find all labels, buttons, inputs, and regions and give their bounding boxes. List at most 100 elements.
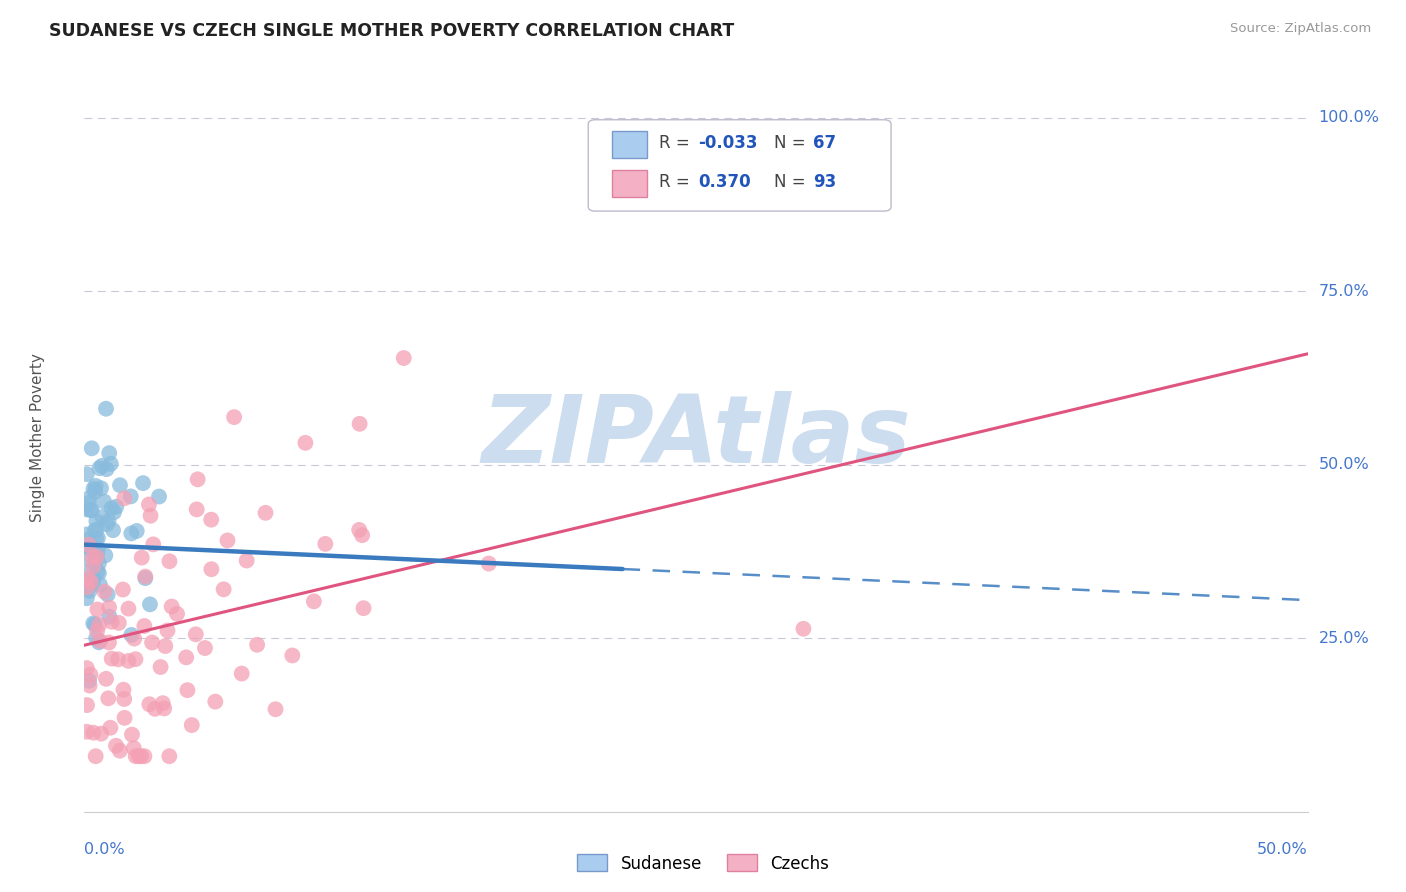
Text: Source: ZipAtlas.com: Source: ZipAtlas.com bbox=[1230, 22, 1371, 36]
Point bbox=[174, 650, 197, 665]
Point bbox=[87, 566, 110, 581]
Point bbox=[83, 524, 105, 538]
Text: 50.0%: 50.0% bbox=[1319, 458, 1369, 473]
Point bbox=[134, 749, 156, 764]
Point bbox=[125, 749, 148, 764]
Point bbox=[82, 550, 104, 565]
Point bbox=[76, 541, 98, 555]
Point bbox=[79, 541, 101, 556]
Point bbox=[100, 651, 122, 665]
Point bbox=[107, 652, 129, 666]
Point bbox=[187, 472, 209, 486]
Point bbox=[82, 540, 104, 554]
Point bbox=[478, 557, 501, 571]
Point bbox=[76, 467, 98, 482]
Point bbox=[120, 526, 142, 541]
Point bbox=[204, 695, 226, 709]
Point bbox=[86, 548, 108, 562]
Point bbox=[96, 462, 118, 476]
Point bbox=[77, 673, 100, 688]
Point bbox=[347, 523, 370, 537]
Point bbox=[86, 624, 108, 638]
Point bbox=[108, 744, 131, 758]
Point bbox=[101, 523, 124, 537]
Point bbox=[90, 481, 112, 495]
Point bbox=[87, 556, 110, 570]
Point bbox=[103, 505, 125, 519]
Point bbox=[108, 615, 131, 630]
Point bbox=[254, 506, 277, 520]
Text: N =: N = bbox=[773, 172, 811, 191]
Point bbox=[82, 725, 104, 739]
Point bbox=[80, 503, 103, 517]
Point bbox=[84, 532, 107, 546]
Point bbox=[235, 553, 257, 567]
Point bbox=[80, 574, 103, 589]
Point bbox=[89, 461, 111, 475]
Text: ZIPAtlas: ZIPAtlas bbox=[481, 391, 911, 483]
Text: 75.0%: 75.0% bbox=[1319, 284, 1369, 299]
Point bbox=[84, 484, 107, 499]
Point bbox=[84, 749, 107, 764]
Point bbox=[76, 581, 98, 595]
Point bbox=[80, 503, 103, 517]
Point bbox=[139, 598, 162, 612]
Point bbox=[97, 635, 120, 649]
Point bbox=[129, 749, 152, 764]
Point bbox=[100, 721, 122, 735]
Point bbox=[98, 446, 121, 460]
Point bbox=[138, 698, 160, 712]
Text: 93: 93 bbox=[813, 172, 837, 191]
Point bbox=[108, 478, 131, 492]
Point bbox=[353, 601, 375, 615]
Point bbox=[76, 527, 98, 541]
Point bbox=[111, 582, 134, 597]
Point bbox=[125, 524, 148, 538]
Point bbox=[231, 666, 253, 681]
Point bbox=[89, 577, 111, 591]
Point bbox=[117, 601, 139, 615]
Point bbox=[349, 417, 371, 431]
Point bbox=[134, 571, 156, 585]
Point bbox=[97, 587, 120, 601]
Point bbox=[84, 631, 107, 645]
Text: SUDANESE VS CZECH SINGLE MOTHER POVERTY CORRELATION CHART: SUDANESE VS CZECH SINGLE MOTHER POVERTY … bbox=[49, 22, 734, 40]
Point bbox=[352, 528, 374, 542]
Point bbox=[76, 661, 98, 675]
Point bbox=[100, 457, 122, 471]
Point bbox=[79, 583, 101, 598]
Point bbox=[194, 641, 217, 656]
Point bbox=[186, 502, 208, 516]
Point bbox=[105, 500, 128, 514]
Point bbox=[76, 571, 98, 585]
Point bbox=[86, 602, 108, 616]
Point bbox=[131, 550, 153, 565]
Point bbox=[217, 533, 239, 548]
Point bbox=[76, 724, 98, 739]
Point bbox=[76, 533, 98, 548]
Point bbox=[112, 682, 135, 697]
Point bbox=[122, 632, 145, 646]
Text: 25.0%: 25.0% bbox=[1319, 631, 1369, 646]
Text: R =: R = bbox=[658, 134, 695, 152]
Point bbox=[79, 679, 101, 693]
Text: N =: N = bbox=[773, 134, 811, 152]
Text: R =: R = bbox=[658, 172, 695, 191]
Point bbox=[89, 634, 111, 648]
Point bbox=[84, 556, 107, 570]
Point bbox=[100, 501, 122, 516]
Point bbox=[156, 624, 179, 638]
Text: -0.033: -0.033 bbox=[697, 134, 758, 152]
Point bbox=[114, 711, 136, 725]
Point bbox=[121, 728, 143, 742]
Point bbox=[124, 652, 146, 666]
Point bbox=[96, 517, 118, 532]
Point bbox=[97, 691, 120, 706]
Point bbox=[76, 502, 98, 516]
Point bbox=[122, 741, 145, 756]
Point bbox=[94, 401, 117, 416]
Point bbox=[79, 667, 101, 681]
Point bbox=[83, 559, 105, 574]
Point bbox=[176, 683, 198, 698]
Point bbox=[155, 639, 177, 653]
